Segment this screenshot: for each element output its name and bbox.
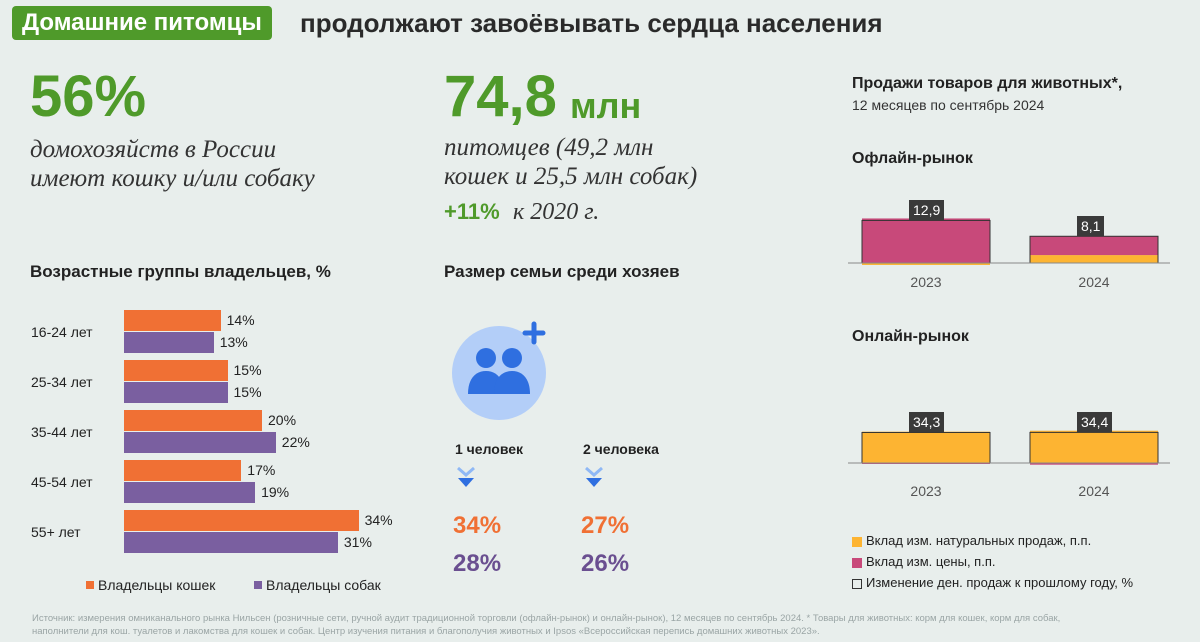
stacked-bar-svg	[848, 218, 1170, 265]
cat-owner-bar	[124, 310, 221, 331]
family-1-cats: 34%	[453, 512, 502, 539]
family-2-cats: 27%	[581, 512, 630, 539]
family-size-title: Размер семьи среди хозяев	[444, 262, 680, 281]
cat-owner-bar	[124, 360, 228, 381]
stacked-bar-svg	[848, 430, 1170, 465]
pets-line2: кошек и 25,5 млн собак)	[444, 163, 698, 190]
households-line2: имеют кошку и/или собаку	[30, 165, 315, 192]
price-contribution-bar	[1030, 463, 1158, 465]
pets-line1: питомцев (49,2 млн	[444, 134, 654, 161]
volume-contribution-bar	[862, 263, 990, 265]
volume-contribution-bar	[1030, 255, 1158, 263]
family-1-label: 1 человек	[455, 441, 524, 457]
offline-title: Офлайн-рынок	[852, 150, 973, 167]
dog-owner-bar	[124, 482, 256, 503]
cat-owner-bar	[124, 460, 242, 481]
dog-owner-value: 13%	[219, 334, 248, 350]
cat-owner-value: 15%	[233, 362, 262, 378]
year-axis-label: 2024	[1078, 274, 1110, 290]
cat-owner-bar	[124, 410, 262, 431]
dog-owner-value: 19%	[261, 484, 290, 500]
legend-price-swatch	[852, 558, 862, 568]
legend-dogs-swatch	[254, 581, 262, 589]
footnote-line2: наполнители для кош. туалетов и лакомств…	[32, 626, 820, 637]
legend-cats-label: Владельцы кошек	[98, 577, 216, 593]
cat-owner-value: 17%	[247, 462, 276, 478]
total-change-label: 34,3	[909, 412, 945, 433]
age-chart: 16-24 лет 14% 13% 25-34 лет 15% 15% 35-44 лет 2…	[0, 300, 420, 600]
age-category-label: 35-44 лет	[31, 424, 93, 440]
year-axis-label: 2024	[1078, 483, 1110, 499]
legend-price-label: Вклад изм. цены, п.п.	[866, 554, 996, 569]
family-1-dogs: 28%	[453, 550, 502, 577]
volume-contribution-bar	[1030, 430, 1158, 463]
page-title: продолжают завоёвывать сердца населения	[300, 8, 883, 38]
dog-owner-value: 22%	[281, 434, 310, 450]
footnote: Источник: измерения омниканального рынка…	[32, 612, 1182, 638]
legend-cats-swatch	[86, 581, 94, 589]
sales-title: Продажи товаров для животных*,	[852, 75, 1123, 92]
households-percent: 56%	[30, 64, 147, 129]
households-line1: домохозяйств в России	[30, 136, 277, 163]
pets-growth-suffix: к 2020 г.	[513, 199, 600, 225]
cat-owner-bar	[124, 510, 359, 531]
dog-owner-bar	[124, 382, 228, 403]
online-title: Онлайн-рынок	[852, 328, 969, 345]
total-change-label: 34,4	[1077, 412, 1113, 433]
dog-owner-value: 15%	[233, 384, 262, 400]
chevron-down-icon	[583, 466, 605, 499]
dog-owner-bar	[124, 332, 214, 353]
year-axis-label: 2023	[910, 274, 942, 290]
family-icon	[450, 318, 552, 420]
family-2-dogs: 26%	[581, 550, 630, 577]
legend-dogs-label: Владельцы собак	[266, 577, 381, 593]
legend-total-label: Изменение ден. продаж к прошлому году, %	[866, 575, 1134, 590]
cat-owner-value: 14%	[226, 312, 255, 328]
year-axis-label: 2023	[910, 483, 942, 499]
age-category-label: 55+ лет	[31, 524, 81, 540]
family-2-label: 2 человека	[583, 441, 659, 457]
age-category-label: 16-24 лет	[31, 324, 93, 340]
dog-owner-bar	[124, 532, 338, 553]
title-badge: Домашние питомцы	[12, 6, 272, 40]
age-category-label: 45-54 лет	[31, 474, 93, 490]
online-chart: 34,3 2023 34,4 2024	[848, 365, 1178, 505]
footnote-line1: Источник: измерения омниканального рынка…	[32, 613, 1061, 624]
legend-volume-label: Вклад изм. натуральных продаж, п.п.	[866, 533, 1092, 548]
total-change-label: 8,1	[1077, 216, 1105, 237]
chevron-down-icon	[455, 466, 477, 499]
legend-total-swatch	[852, 579, 862, 589]
offline-chart: 12,9 2023 8,1 2024	[848, 190, 1178, 300]
pets-growth: +11%	[444, 199, 500, 224]
legend-volume-swatch	[852, 537, 862, 547]
volume-contribution-bar	[862, 431, 990, 463]
cat-owner-value: 34%	[364, 512, 393, 528]
price-contribution-bar	[1030, 236, 1158, 256]
cat-owner-value: 20%	[268, 412, 297, 428]
age-chart-title: Возрастные группы владельцев, %	[30, 262, 331, 281]
pets-count-unit: млн	[570, 85, 642, 126]
total-change-label: 12,9	[909, 200, 945, 221]
dog-owner-value: 31%	[343, 534, 372, 550]
dog-owner-bar	[124, 432, 276, 453]
sales-subtitle: 12 месяцев по сентябрь 2024	[852, 97, 1045, 113]
age-category-label: 25-34 лет	[31, 374, 93, 390]
price-contribution-bar	[862, 218, 990, 263]
pets-count: 74,8	[444, 64, 557, 129]
